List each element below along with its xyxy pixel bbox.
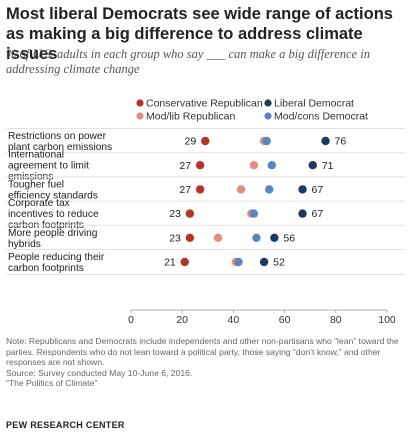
brand-logo-text: PEW RESEARCH CENTER bbox=[6, 420, 125, 430]
chart-title: Most liberal Democrats see wide range of… bbox=[6, 5, 393, 63]
data-point-conservative-republican bbox=[180, 257, 189, 267]
category-label: Corporate tax incentives to reduce carbon … bbox=[8, 198, 99, 231]
data-point-mod-cons-democrat bbox=[249, 209, 259, 218]
source-text: Source: Survey conducted May 10-June 6, … bbox=[6, 367, 193, 378]
data-label-conservative-republican: 23 bbox=[169, 208, 181, 220]
footnote: Note: Republicans and Democrats include … bbox=[6, 336, 411, 389]
data-point-mod-lib-republican bbox=[213, 233, 223, 242]
data-point-liberal-democrat bbox=[270, 233, 279, 242]
data-label-liberal-democrat: 56 bbox=[283, 232, 295, 244]
data-point-mod-lib-republican bbox=[236, 185, 246, 194]
x-tick-label: 100 bbox=[378, 314, 396, 326]
legend-label-liberal-democrat: Liberal Democrat bbox=[274, 98, 354, 110]
data-label-conservative-republican: 23 bbox=[169, 232, 181, 244]
x-tick-label: 40 bbox=[228, 314, 240, 326]
data-point-mod-lib-republican bbox=[249, 161, 259, 170]
data-point-conservative-republican bbox=[185, 233, 195, 242]
legend-label-conservative-republican: Conservative Republican bbox=[146, 98, 263, 110]
data-label-liberal-democrat: 67 bbox=[312, 208, 324, 220]
x-tick-label: 60 bbox=[279, 314, 291, 326]
data-point-liberal-democrat bbox=[308, 161, 317, 170]
note-text: Note: Republicans and Democrats include … bbox=[6, 336, 399, 368]
legend-marker-liberal-democrat bbox=[264, 99, 272, 107]
data-point-liberal-democrat bbox=[321, 136, 330, 146]
data-label-liberal-democrat: 52 bbox=[273, 257, 285, 269]
data-point-conservative-republican bbox=[185, 209, 195, 218]
data-label-liberal-democrat: 71 bbox=[322, 160, 334, 172]
data-point-mod-cons-democrat bbox=[252, 233, 261, 242]
data-label-conservative-republican: 21 bbox=[164, 257, 176, 269]
category-label: People reducing their carbon footprints bbox=[8, 252, 105, 274]
category-label: More people driving hybrids bbox=[8, 228, 98, 250]
data-point-liberal-democrat bbox=[259, 257, 269, 267]
report-title: “The Politics of Climate” bbox=[6, 378, 98, 389]
data-point-mod-cons-democrat bbox=[234, 257, 243, 267]
legend-marker-mod-lib-republican bbox=[136, 112, 144, 120]
x-tick-label: 80 bbox=[330, 314, 342, 326]
category-label: Tougher fuel efficiency standards bbox=[8, 179, 98, 201]
category-label: Restrictions on power plant carbon emissi… bbox=[8, 131, 112, 153]
data-point-conservative-republican bbox=[201, 136, 210, 146]
chart-subtitle: % of U.S. adults in each group who say _… bbox=[6, 47, 370, 76]
legend-marker-conservative-republican bbox=[136, 99, 144, 107]
category-label: International agreement to limit emissions bbox=[8, 150, 89, 183]
data-label-conservative-republican: 27 bbox=[179, 184, 191, 196]
data-point-mod-cons-democrat bbox=[267, 161, 276, 170]
legend-marker-mod-cons-democrat bbox=[264, 112, 272, 120]
data-label-conservative-republican: 27 bbox=[179, 160, 191, 172]
legend-label-mod-cons-democrat: Mod/cons Democrat bbox=[274, 111, 368, 123]
data-label-liberal-democrat: 76 bbox=[335, 136, 347, 148]
x-tick-label: 20 bbox=[176, 314, 188, 326]
data-point-conservative-republican bbox=[195, 185, 205, 194]
data-point-liberal-democrat bbox=[298, 185, 307, 194]
data-point-conservative-republican bbox=[195, 161, 205, 170]
data-point-liberal-democrat bbox=[298, 209, 307, 218]
data-point-mod-cons-democrat bbox=[262, 136, 271, 146]
legend-label-mod-lib-republican: Mod/lib Republican bbox=[146, 111, 235, 123]
data-point-mod-cons-democrat bbox=[265, 185, 274, 194]
data-label-liberal-democrat: 67 bbox=[312, 184, 324, 196]
data-label-conservative-republican: 29 bbox=[185, 136, 197, 148]
x-tick-label: 0 bbox=[128, 314, 134, 326]
